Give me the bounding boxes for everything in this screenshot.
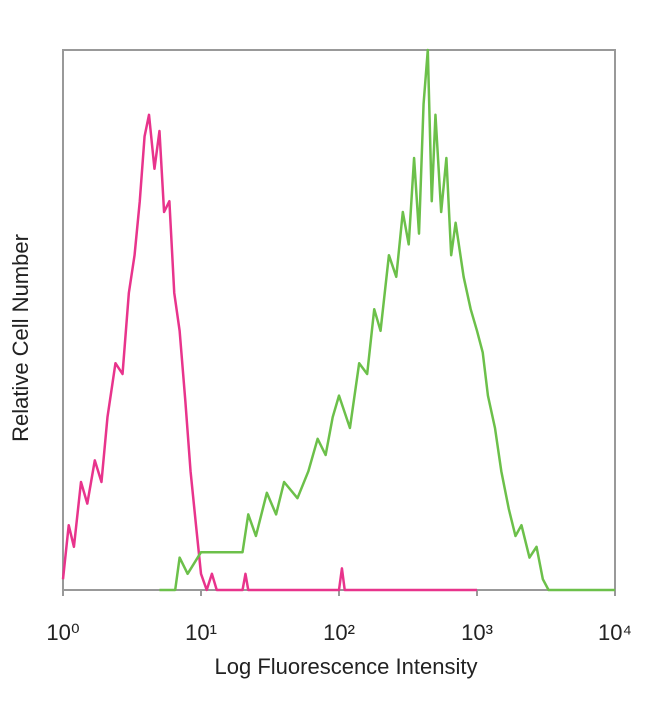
- x-tick-label: 10¹: [185, 620, 217, 645]
- x-tick-label: 10³: [461, 620, 493, 645]
- histogram-line: [159, 48, 615, 592]
- x-tick-label: 10⁴: [598, 620, 632, 645]
- y-axis-label: Relative Cell Number: [8, 234, 33, 442]
- x-tick-label: 10²: [323, 620, 355, 645]
- histogram-line: [61, 113, 477, 592]
- x-axis-label: Log Fluorescence Intensity: [215, 654, 478, 679]
- x-tick-label: 10⁰: [46, 620, 79, 645]
